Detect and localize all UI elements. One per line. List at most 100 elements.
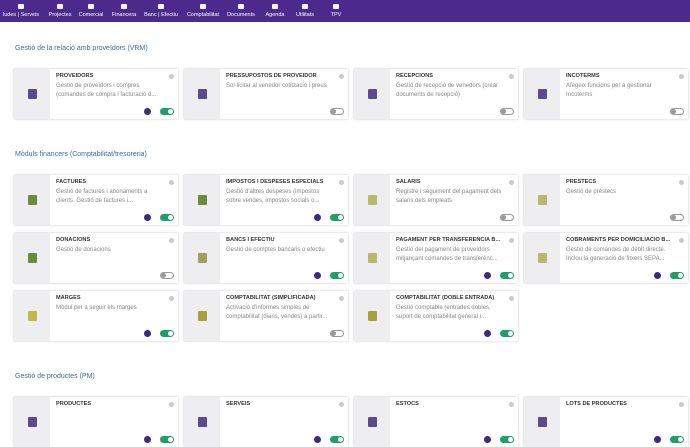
info-icon[interactable] [509,74,514,79]
card-body: PRÉSTECS Gestió de préstecs [560,175,688,225]
info-icon[interactable] [339,180,344,185]
toggle[interactable] [330,436,344,443]
toggle[interactable] [160,108,174,115]
toggle[interactable] [500,214,514,221]
toggle[interactable] [500,436,514,443]
menu-label: Comptabilitat [186,12,220,18]
icon-glyph [197,311,207,321]
info-icon[interactable] [679,74,684,79]
toggle-knob [338,215,343,220]
info-icon[interactable] [169,238,174,243]
icon-glyph [367,89,377,99]
module-icon [524,69,560,119]
toggle[interactable] [670,272,684,279]
toggle[interactable] [500,272,514,279]
settings-gear[interactable] [654,436,661,443]
info-icon[interactable] [339,74,344,79]
menu-icon [200,4,206,9]
menu-item[interactable]: Projectes [38,2,82,18]
module-title: DONACIONS [56,237,91,243]
settings-gear[interactable] [314,272,321,279]
menu-item[interactable]: Utilitats [283,2,327,18]
toggle[interactable] [160,214,174,221]
icon-glyph [537,195,547,205]
info-icon[interactable] [169,296,174,301]
card-body: COMPTABILITAT (SIMPLIFICADA) Activació d'… [220,291,348,341]
module-icon [184,69,220,119]
module-description: Gestió de factures i abonaments a client… [56,189,148,204]
icon-glyph [537,89,547,99]
toggle[interactable] [330,214,344,221]
menu-item[interactable]: Comptabilitat [181,2,225,18]
module-icon [184,233,220,283]
menu-item[interactable]: Agenda [253,2,297,18]
info-icon[interactable] [679,238,684,243]
info-icon[interactable] [339,296,344,301]
card-body: FACTURES Gestió de factures i abonaments … [50,175,178,225]
toggle[interactable] [160,330,174,337]
settings-gear[interactable] [314,436,321,443]
info-icon[interactable] [339,402,344,407]
module-icon [14,397,50,447]
menu-item[interactable]: Documents [219,2,263,18]
toggle-knob [168,215,173,220]
info-icon[interactable] [679,402,684,407]
card-body: PROVEÏDORS Gestió de proveïdors i compres… [50,69,178,119]
menu-icon [272,4,278,9]
menu-item[interactable]: ludes | Serveis [0,2,43,18]
module-card: COBRAMENTS PER DOMICILIACIÓ B... Gestió d… [524,233,688,283]
info-icon[interactable] [509,238,514,243]
settings-gear[interactable] [484,272,491,279]
module-title: COBRAMENTS PER DOMICILIACIÓ B... [566,237,671,243]
toggle[interactable] [330,108,344,115]
card-body: DONACIONS Gestió de donacions [50,233,178,283]
info-icon[interactable] [169,180,174,185]
module-card: DONACIONS Gestió de donacions [14,233,178,283]
card-grid: PRODUCTES SERVEIS ESTOCS LOTS DE PRODUCTES [14,397,690,447]
module-icon [14,175,50,225]
toggle[interactable] [160,436,174,443]
info-icon[interactable] [509,180,514,185]
toggle[interactable] [670,108,684,115]
menu-item[interactable]: Comercial [69,2,113,18]
module-description: Gestió de préstecs [566,189,617,195]
card-body: ESTOCS [390,397,518,447]
toggle[interactable] [160,272,174,279]
settings-gear[interactable] [654,272,661,279]
settings-gear[interactable] [484,436,491,443]
toggle-knob [168,437,173,442]
info-icon[interactable] [169,74,174,79]
toggle[interactable] [670,214,684,221]
toggle-knob [678,437,683,442]
toggle-knob [168,331,173,336]
module-icon [354,291,390,341]
info-icon[interactable] [509,296,514,301]
toggle[interactable] [330,272,344,279]
settings-gear[interactable] [144,108,151,115]
menu-item[interactable]: Financera [102,2,146,18]
icon-glyph [197,253,207,263]
settings-gear[interactable] [144,214,151,221]
card-body: RECEPCIONS Gestió de recepció de venedors… [390,69,518,119]
menu-item[interactable]: Banc | Efectiu [139,2,183,18]
module-card: PRODUCTES [14,397,178,447]
info-icon[interactable] [339,238,344,243]
settings-gear[interactable] [484,330,491,337]
module-card: RECEPCIONS Gestió de recepció de venedors… [354,69,518,119]
section: Gestió de la relació amb proveïdors (VRM… [0,43,690,119]
module-icon [184,291,220,341]
info-icon[interactable] [509,402,514,407]
info-icon[interactable] [169,402,174,407]
toggle[interactable] [500,108,514,115]
menu-item[interactable]: TPV [314,2,358,18]
icon-glyph [367,253,377,263]
module-title: PAGAMENT PER TRANSFERÈNCIA B... [396,237,501,243]
settings-gear[interactable] [144,330,151,337]
toggle[interactable] [670,436,684,443]
settings-gear[interactable] [144,436,151,443]
settings-gear[interactable] [314,214,321,221]
toggle[interactable] [500,330,514,337]
toggle[interactable] [330,330,344,337]
info-icon[interactable] [679,180,684,185]
